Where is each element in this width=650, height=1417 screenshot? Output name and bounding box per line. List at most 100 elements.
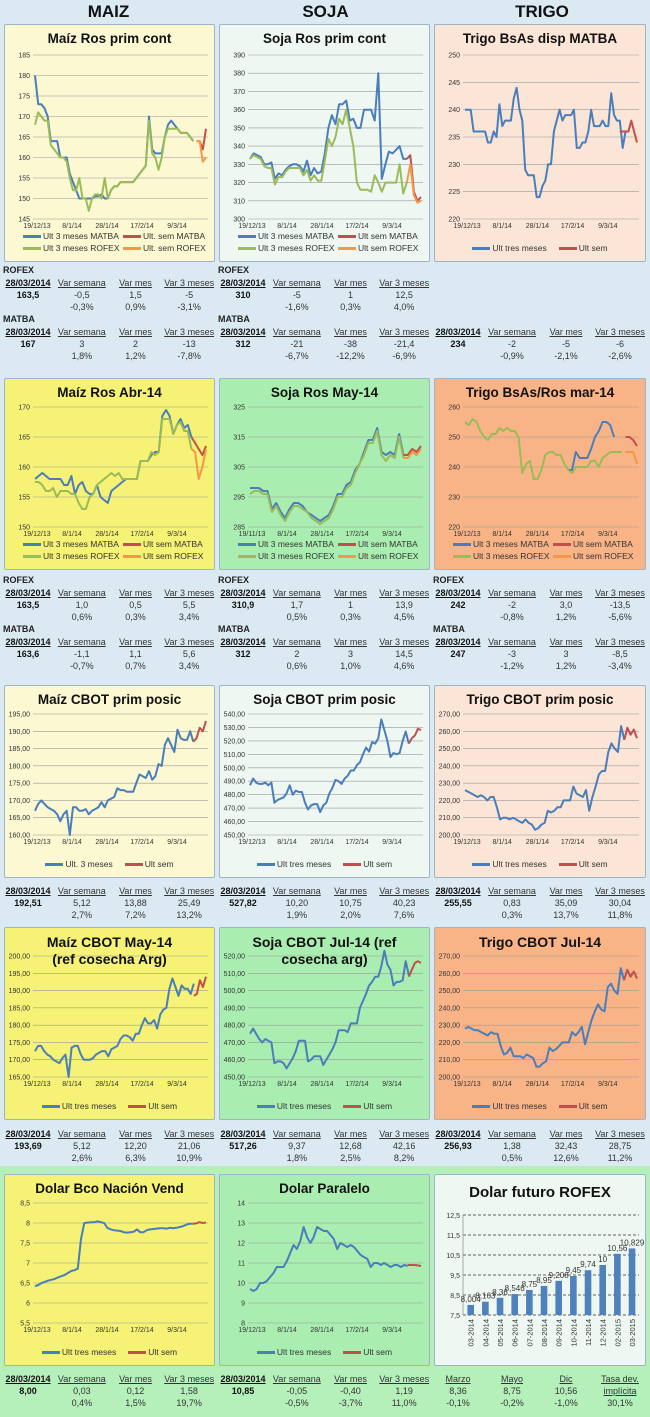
pct-change: 0,3% bbox=[501, 910, 523, 920]
header-trigo: TRIGO bbox=[515, 2, 569, 21]
column-header: Var semana bbox=[57, 588, 106, 598]
price-value: 163,5 bbox=[16, 600, 40, 610]
pct-change: -0,3% bbox=[70, 302, 94, 312]
table-row-values: 310 -5 1 12,5 bbox=[216, 289, 431, 301]
bar-value-label: 9,74 bbox=[580, 1260, 596, 1269]
column-header: Var semana bbox=[57, 278, 106, 288]
y-tick-label: 10 bbox=[237, 1281, 245, 1288]
abs-change: 1,0 bbox=[75, 600, 89, 610]
date-header: 28/03/2014 bbox=[5, 1129, 51, 1139]
chart-title: Soja CBOT prim posic bbox=[253, 692, 396, 707]
series-line-green bbox=[464, 418, 622, 480]
legend-label: Ult tres meses bbox=[276, 1347, 332, 1357]
abs-change: 32,43 bbox=[554, 1141, 578, 1151]
series-line-red bbox=[192, 720, 207, 743]
y-tick-label: 160 bbox=[18, 155, 30, 162]
y-tick-label: 350 bbox=[233, 125, 245, 132]
x-tick-label: 8/1/14 bbox=[492, 839, 512, 846]
series-line-red bbox=[623, 726, 638, 741]
pct-change: -0,7% bbox=[70, 661, 94, 671]
date-header: 28/03/2014 bbox=[435, 1129, 481, 1139]
table-row-values: 163,5 -0,5 1,5 -5 bbox=[1, 289, 216, 301]
pct-change: 7,6% bbox=[393, 910, 415, 920]
chart-panel: 200,00 210,00 220,00 230,00 240,00 250,00 260,… bbox=[434, 685, 646, 878]
table-row-values: 312 2 3 14,5 bbox=[216, 648, 431, 660]
bar-11-2014 bbox=[584, 1270, 592, 1315]
x-tick-label: 19/12/13 bbox=[23, 223, 50, 230]
series-line-red bbox=[623, 968, 638, 981]
pct-change: -7,8% bbox=[177, 351, 201, 361]
bar-value-label: 8,546 bbox=[505, 1284, 526, 1293]
pct-change: -3,4% bbox=[608, 661, 632, 671]
chart-title: Soja Ros May-14 bbox=[270, 385, 379, 400]
x-tick-label: 9/3/14 bbox=[167, 1081, 187, 1088]
x-tick-label: 8/1/14 bbox=[492, 531, 512, 538]
legend-item: Ult tres meses bbox=[41, 1101, 116, 1111]
column-header: Var mes bbox=[119, 637, 152, 647]
table-header-row: 28/03/2014 Var semana Var mes Var 3 meses bbox=[216, 885, 431, 897]
legend-item: Ult 3 meses MATBA bbox=[453, 539, 549, 549]
pct-change: 1,2% bbox=[555, 661, 577, 671]
legend-swatch bbox=[343, 1351, 362, 1355]
x-category-label: 07-2014 bbox=[525, 1319, 534, 1347]
abs-change: -5 bbox=[185, 290, 194, 300]
x-category-label: 10-2014 bbox=[569, 1319, 578, 1347]
source-label: ROFEX bbox=[218, 575, 250, 585]
source-label: MATBA bbox=[433, 624, 465, 634]
chart-canvas: 5,5 6 6,5 7 7,5 8 8,5 19/12/13 8/1/14 28/1/14 17/2… bbox=[20, 1201, 208, 1334]
legend-item: Ult sem bbox=[343, 859, 392, 869]
abs-change: 25,49 bbox=[177, 898, 201, 908]
series-line-red bbox=[407, 727, 422, 745]
table-row-percent: -0,1% -0,2% -1,0% 30,1% bbox=[431, 1397, 647, 1409]
series-line-blue bbox=[34, 977, 195, 1078]
chart-canvas: 220 230 240 250 260 19/12/13 8/1/14 28/1/14 17/2… bbox=[448, 405, 639, 538]
series-line-green bbox=[34, 111, 195, 212]
column-header: Var mes bbox=[119, 1129, 152, 1139]
x-tick-label: 9/3/14 bbox=[382, 531, 402, 538]
y-tick-label: 11,5 bbox=[447, 1233, 460, 1240]
table-row-percent: 0,3% 13,7% 11,8% bbox=[431, 909, 647, 921]
abs-change: 3 bbox=[347, 649, 353, 659]
legend-swatch bbox=[124, 863, 143, 867]
pct-change: -0,1% bbox=[446, 1398, 470, 1408]
date-header: 28/03/2014 bbox=[220, 1129, 266, 1139]
chart-panel: 300 310 320 330 340 350 360 370 380 390 19/12/13 8/… bbox=[219, 24, 430, 262]
legend-swatch bbox=[45, 863, 64, 867]
pct-change: 19,7% bbox=[176, 1398, 202, 1408]
table-row-percent: 1,9% 2,0% 7,6% bbox=[216, 909, 431, 921]
x-tick-label: 28/1/14 bbox=[95, 1081, 118, 1088]
chart-title: Maíz CBOT prim posic bbox=[37, 692, 182, 707]
pct-change: 4,0% bbox=[393, 302, 415, 312]
source-label: MATBA bbox=[218, 624, 250, 634]
series-line-blue bbox=[34, 728, 195, 836]
series-line-red bbox=[403, 445, 422, 456]
series-line-blue bbox=[464, 725, 626, 831]
bar-value-label: 8,163 bbox=[475, 1292, 496, 1301]
y-tick-label: 520,00 bbox=[224, 954, 246, 961]
column-header: Var semana bbox=[57, 886, 106, 896]
chart-panel: 150 155 160 165 170 19/12/13 8/1/14 28/1/14 17/2… bbox=[4, 378, 215, 570]
x-tick-label: 8/1/14 bbox=[62, 531, 82, 538]
pct-change: 11,0% bbox=[391, 1398, 417, 1408]
legend-label: Ult sem bbox=[578, 1101, 608, 1111]
pct-change: 0,5% bbox=[501, 1153, 523, 1163]
table-header-row: 28/03/2014 Var semana Var mes Var 3 meses bbox=[216, 636, 431, 648]
price-value: 256,93 bbox=[444, 1141, 472, 1151]
column-header: Var mes bbox=[549, 886, 583, 896]
bar-04-2014 bbox=[482, 1301, 489, 1315]
x-tick-label: 9/3/14 bbox=[598, 839, 618, 846]
date-header: 28/03/2014 bbox=[435, 588, 481, 598]
date-header: 28/03/2014 bbox=[5, 637, 51, 647]
chart-panel: 220 230 240 250 260 19/12/13 8/1/14 28/1/14 17/2… bbox=[434, 378, 646, 570]
y-tick-label: 320 bbox=[233, 180, 245, 187]
legend-label: Ult sem MATBA bbox=[358, 539, 418, 549]
column-header: Var semana bbox=[272, 588, 321, 598]
y-tick-label: 7,5 bbox=[450, 1313, 460, 1320]
y-tick-label: 450,00 bbox=[224, 833, 246, 840]
column-header: Var semana bbox=[57, 637, 106, 647]
x-category-label: 04-2014 bbox=[481, 1319, 490, 1347]
chart-canvas: 8 9 10 11 12 13 14 19/12/13 8/1/14 28/1/14 17/2/14… bbox=[237, 1201, 423, 1334]
pct-change: 1,5% bbox=[125, 1398, 146, 1408]
y-tick-label: 160,00 bbox=[9, 833, 31, 840]
legend-item: Ult sem ROFEX bbox=[338, 551, 418, 561]
